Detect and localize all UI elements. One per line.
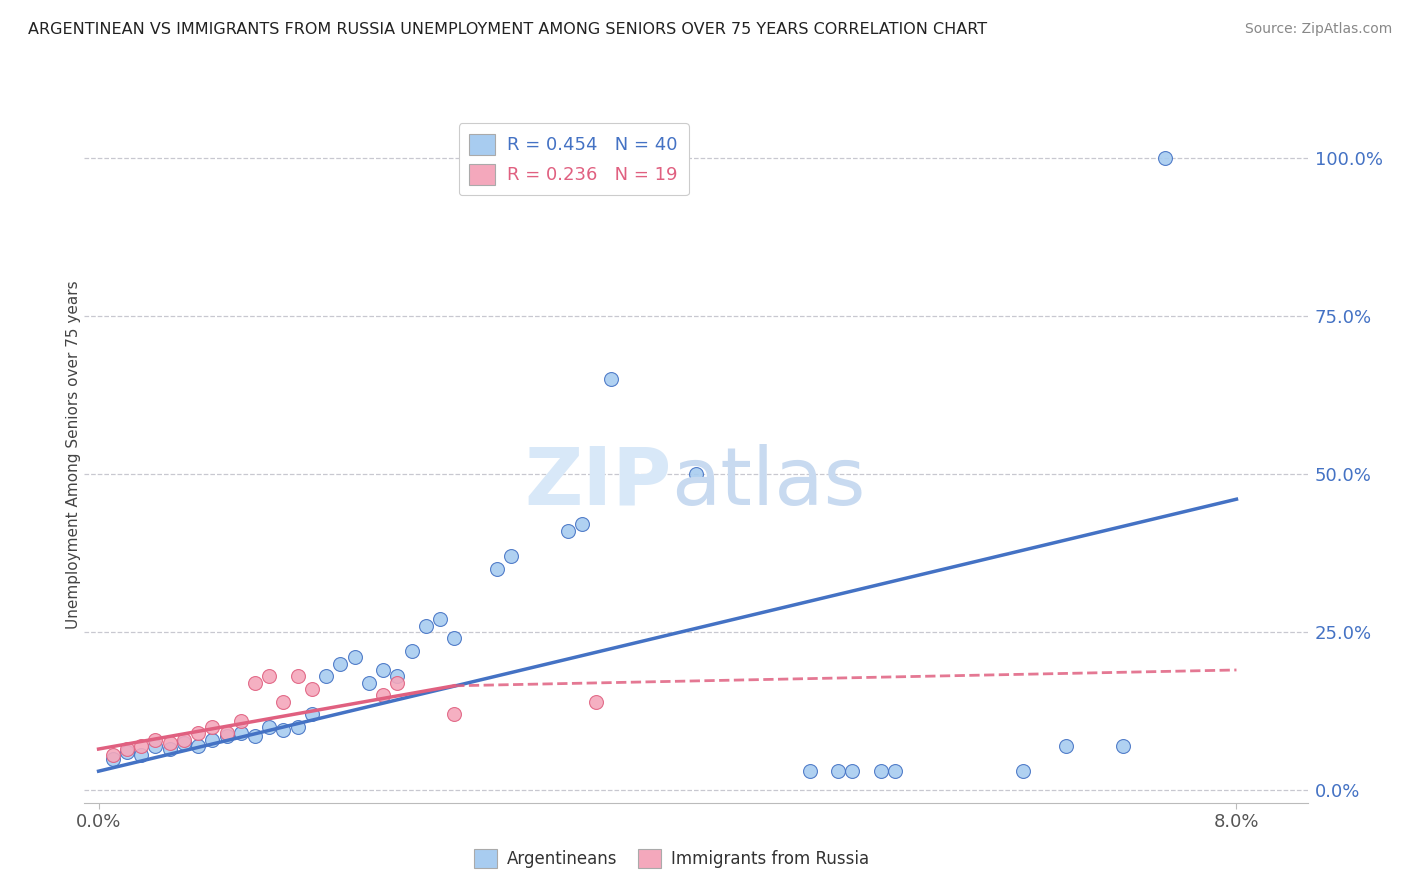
Point <box>870 764 893 779</box>
Point <box>685 467 707 481</box>
Point <box>429 612 451 626</box>
Point <box>371 688 394 702</box>
Point <box>343 650 366 665</box>
Point <box>287 669 309 683</box>
Point <box>571 517 593 532</box>
Point <box>841 764 863 779</box>
Point <box>259 720 281 734</box>
Point <box>387 669 409 683</box>
Point <box>287 720 309 734</box>
Point <box>201 732 224 747</box>
Point <box>499 549 522 563</box>
Point <box>101 751 124 765</box>
Point <box>301 707 323 722</box>
Point <box>145 739 167 753</box>
Point <box>229 714 252 728</box>
Text: Source: ZipAtlas.com: Source: ZipAtlas.com <box>1244 22 1392 37</box>
Point <box>187 726 209 740</box>
Point <box>1154 151 1177 165</box>
Point <box>387 675 409 690</box>
Point <box>401 644 423 658</box>
Point <box>1012 764 1035 779</box>
Point <box>599 372 621 386</box>
Point <box>145 732 167 747</box>
Text: atlas: atlas <box>672 443 866 522</box>
Y-axis label: Unemployment Among Seniors over 75 years: Unemployment Among Seniors over 75 years <box>66 281 80 629</box>
Point <box>557 524 579 538</box>
Point <box>129 748 152 763</box>
Text: ARGENTINEAN VS IMMIGRANTS FROM RUSSIA UNEMPLOYMENT AMONG SENIORS OVER 75 YEARS C: ARGENTINEAN VS IMMIGRANTS FROM RUSSIA UN… <box>28 22 987 37</box>
Point <box>827 764 849 779</box>
Text: ZIP: ZIP <box>524 443 672 522</box>
Point <box>243 675 266 690</box>
Point <box>329 657 352 671</box>
Point <box>187 739 209 753</box>
Point <box>159 736 181 750</box>
Point <box>115 745 138 759</box>
Point <box>215 726 238 740</box>
Legend: Argentineans, Immigrants from Russia: Argentineans, Immigrants from Russia <box>467 842 876 874</box>
Point <box>243 730 266 744</box>
Point <box>115 742 138 756</box>
Point <box>799 764 821 779</box>
Point <box>201 720 224 734</box>
Point <box>415 618 437 632</box>
Point <box>129 739 152 753</box>
Point <box>101 748 124 763</box>
Point <box>315 669 337 683</box>
Point <box>443 707 465 722</box>
Point <box>273 695 295 709</box>
Point <box>1054 739 1077 753</box>
Point <box>884 764 907 779</box>
Point <box>443 632 465 646</box>
Point <box>229 726 252 740</box>
Point <box>485 562 508 576</box>
Point <box>301 681 323 696</box>
Point <box>371 663 394 677</box>
Point <box>159 742 181 756</box>
Point <box>173 736 195 750</box>
Point <box>585 695 607 709</box>
Point <box>215 730 238 744</box>
Point <box>173 732 195 747</box>
Point <box>273 723 295 737</box>
Point <box>1111 739 1133 753</box>
Point <box>259 669 281 683</box>
Point <box>357 675 380 690</box>
